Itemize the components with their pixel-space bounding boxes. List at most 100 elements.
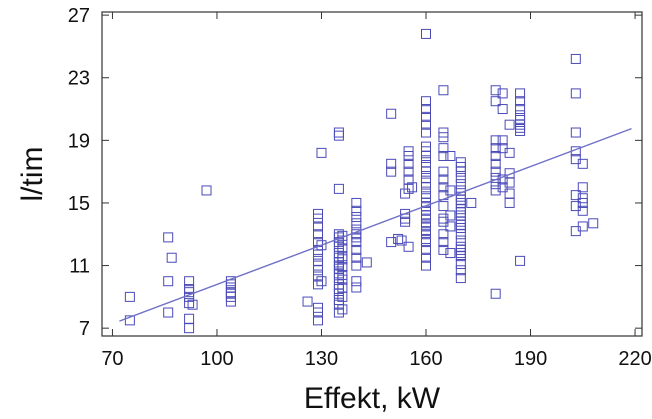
data-point	[337, 304, 348, 315]
data-point	[490, 135, 501, 146]
data-point	[438, 213, 449, 224]
data-point	[490, 143, 501, 154]
data-point	[337, 262, 348, 273]
data-point	[455, 216, 466, 227]
data-point	[313, 221, 323, 232]
y-tick-label: 23	[68, 68, 90, 90]
data-point	[490, 166, 501, 177]
data-point	[400, 208, 411, 219]
data-point	[225, 288, 236, 299]
data-point	[455, 210, 466, 221]
data-point	[403, 241, 414, 252]
data-point	[515, 88, 526, 99]
data-point	[455, 251, 466, 262]
data-point	[421, 127, 431, 138]
data-point	[201, 185, 212, 196]
data-point	[337, 282, 348, 293]
data-point	[577, 158, 588, 169]
data-point	[515, 110, 526, 121]
data-point	[351, 205, 362, 216]
data-point	[490, 151, 501, 161]
data-point	[455, 273, 466, 284]
data-point	[438, 127, 449, 138]
data-point	[504, 197, 515, 208]
data-point	[455, 194, 466, 205]
data-point	[386, 158, 397, 169]
x-tick-label: 100	[200, 348, 233, 370]
data-point	[438, 244, 449, 255]
data-point	[455, 172, 466, 183]
data-point	[577, 221, 588, 232]
data-point	[455, 197, 466, 208]
data-point	[438, 229, 449, 240]
y-tick-label: 7	[79, 318, 90, 340]
data-point	[421, 210, 431, 221]
data-point	[386, 108, 397, 119]
data-point	[351, 218, 362, 229]
data-point	[313, 208, 323, 219]
data-point	[497, 135, 508, 146]
data-point	[455, 259, 466, 269]
data-point	[570, 190, 581, 201]
data-point	[455, 179, 466, 190]
data-point	[515, 96, 526, 107]
data-point	[333, 183, 344, 194]
data-point	[490, 96, 501, 107]
x-tick-label: 220	[618, 348, 651, 370]
data-point	[421, 172, 431, 183]
data-point	[455, 157, 466, 168]
data-point	[313, 255, 323, 266]
y-tick-label: 15	[68, 193, 90, 215]
data-point	[455, 265, 466, 276]
data-point	[455, 219, 466, 230]
data-point	[184, 276, 195, 287]
data-point	[421, 119, 431, 130]
data-point	[421, 244, 431, 255]
x-tick-label: 130	[305, 348, 338, 370]
data-point	[421, 188, 431, 199]
data-point	[403, 158, 414, 169]
data-point	[421, 104, 431, 115]
data-point	[163, 307, 174, 318]
data-point	[570, 127, 581, 138]
data-point	[313, 315, 323, 326]
data-point	[124, 315, 135, 326]
data-point	[490, 288, 501, 299]
data-point	[337, 243, 348, 254]
data-point	[577, 205, 588, 216]
data-point	[577, 182, 588, 193]
data-point	[421, 28, 431, 39]
data-point	[351, 282, 362, 293]
y-tick-label: 27	[68, 5, 90, 27]
data-point	[490, 185, 501, 196]
data-point	[445, 221, 456, 232]
data-point	[187, 299, 198, 310]
data-point	[588, 218, 599, 229]
data-point	[438, 237, 449, 248]
data-point	[316, 240, 327, 251]
data-point	[302, 296, 313, 307]
data-point	[184, 298, 195, 309]
data-point	[313, 229, 323, 240]
data-point	[455, 229, 466, 240]
data-point	[386, 166, 397, 177]
x-tick-label: 70	[101, 348, 123, 370]
data-point	[124, 291, 135, 302]
data-point	[351, 244, 362, 255]
data-point	[455, 223, 466, 233]
plot-frame	[101, 11, 643, 337]
data-point	[570, 88, 581, 99]
data-point	[438, 182, 449, 193]
data-point	[421, 141, 431, 152]
data-point	[393, 233, 404, 244]
data-point	[445, 248, 456, 259]
x-axis-title: Effekt, kW	[304, 382, 441, 415]
data-point	[438, 143, 449, 154]
data-point	[438, 174, 449, 185]
data-point	[515, 122, 526, 133]
data-point	[455, 244, 466, 255]
data-point	[316, 147, 327, 158]
data-point	[515, 104, 526, 115]
data-point	[577, 193, 588, 204]
